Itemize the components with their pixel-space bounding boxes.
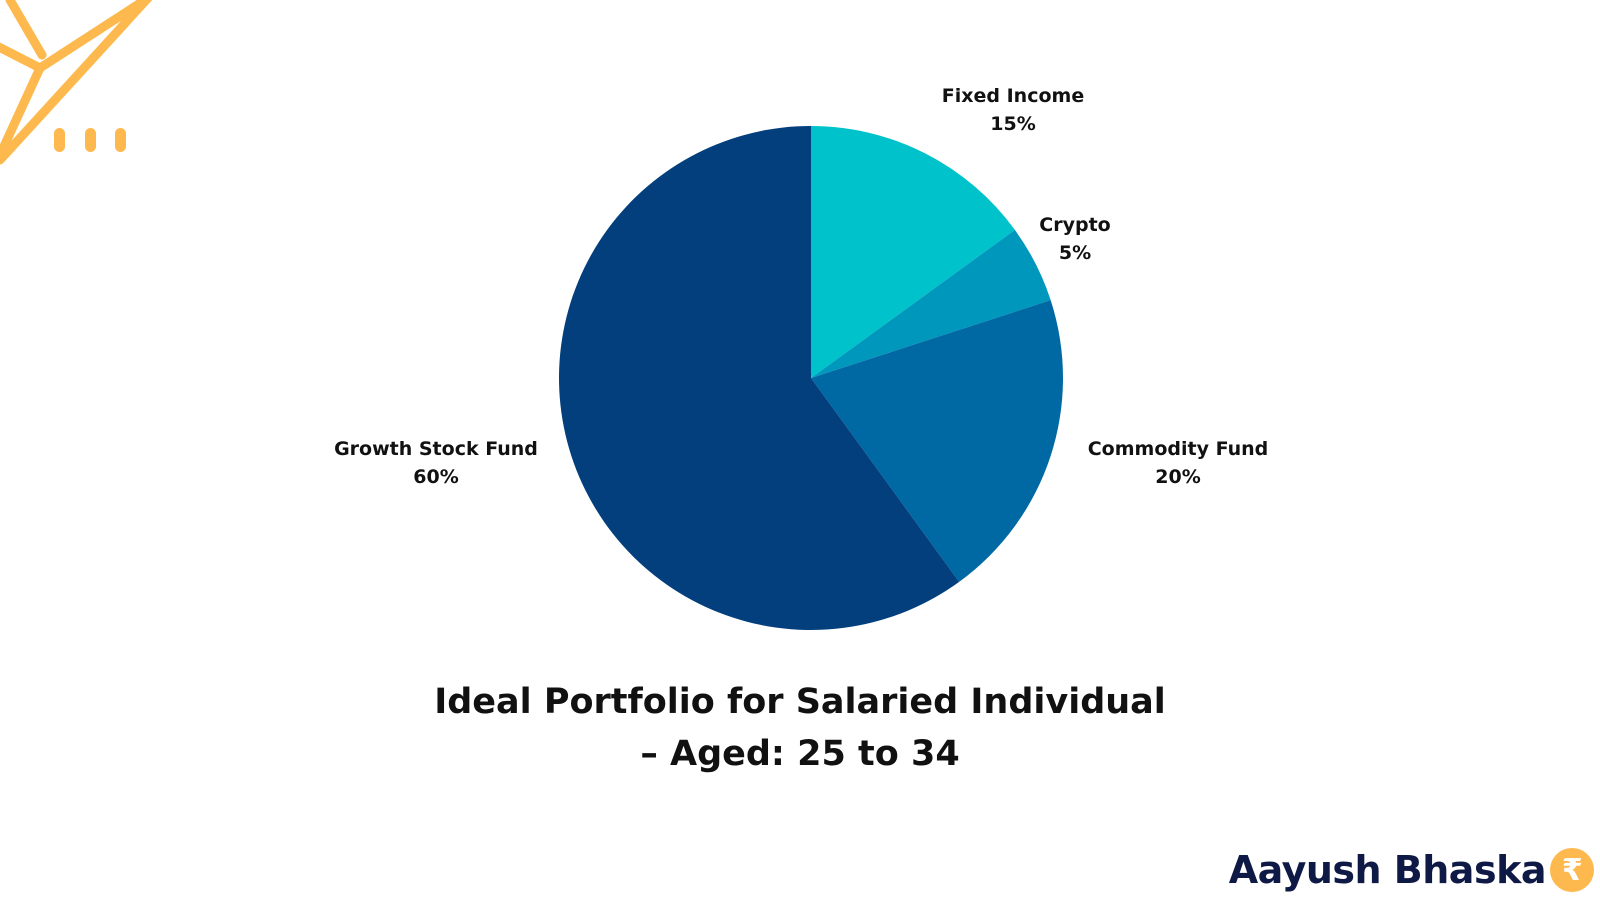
pie-slice-fixed-income bbox=[811, 126, 1015, 378]
brand-logo: Aayush Bhaska ₹ bbox=[1229, 848, 1594, 892]
pie-slice-growth-stock-fund bbox=[559, 126, 960, 630]
slice-label-value: 5% bbox=[1059, 242, 1091, 264]
slice-label-value: 15% bbox=[990, 113, 1035, 135]
slice-label-value: 20% bbox=[1155, 466, 1200, 488]
chart-title-line-1: Ideal Portfolio for Salaried Individual bbox=[434, 682, 1166, 722]
decor-dots bbox=[54, 128, 126, 152]
brand-name: Aayush Bhaska bbox=[1228, 848, 1547, 892]
pie-slice-crypto bbox=[811, 229, 1051, 378]
paper-plane-icon bbox=[0, 0, 153, 165]
slice-label-name: Crypto bbox=[1039, 214, 1110, 236]
pie-slice-commodity-fund bbox=[811, 300, 1063, 582]
slice-label-value: 60% bbox=[413, 466, 458, 488]
slice-label-name: Commodity Fund bbox=[1088, 438, 1269, 460]
slice-label-name: Growth Stock Fund bbox=[334, 438, 538, 460]
rupee-coin-icon: ₹ bbox=[1550, 848, 1594, 892]
chart-title: Ideal Portfolio for Salaried Individual … bbox=[0, 676, 1600, 780]
chart-title-line-2: – Aged: 25 to 34 bbox=[640, 734, 960, 774]
slice-label-name: Fixed Income bbox=[942, 85, 1084, 107]
